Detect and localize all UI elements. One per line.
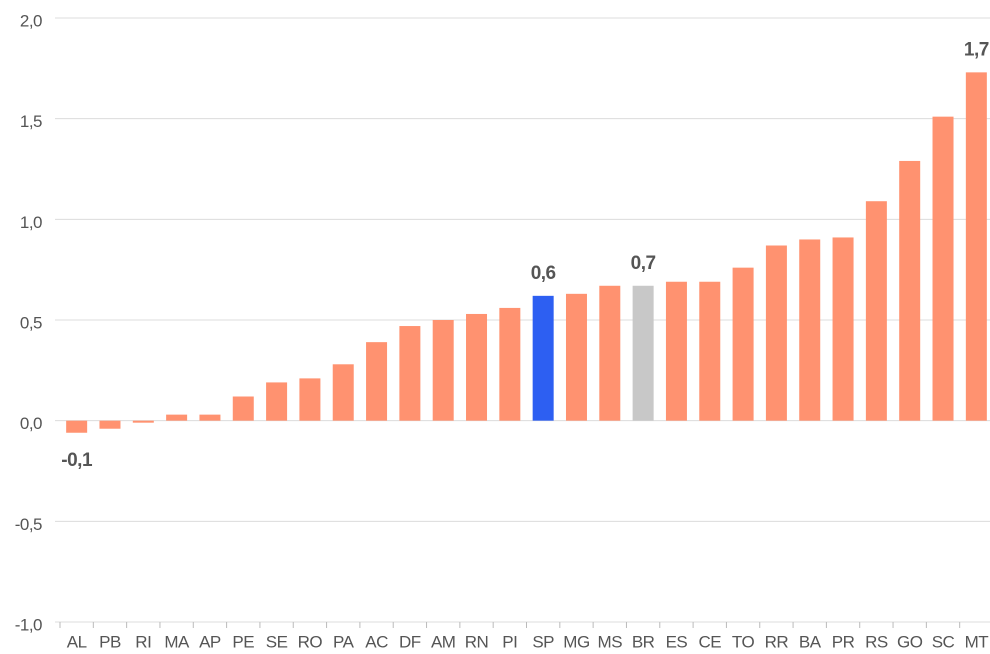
x-tick-label: BR <box>632 632 655 651</box>
x-tick-label: RO <box>298 632 323 651</box>
x-tick-label: SP <box>532 632 554 651</box>
bar <box>932 116 954 421</box>
bar <box>366 342 388 421</box>
x-tick-label: MA <box>164 632 190 651</box>
x-tick-label: RN <box>465 632 489 651</box>
value-label: 1,7 <box>964 39 989 60</box>
x-tick-label: BA <box>799 632 822 651</box>
bar <box>532 295 554 421</box>
x-tick-label: AL <box>67 632 87 651</box>
y-tick-label: 0,5 <box>20 313 42 332</box>
x-tick-label: MG <box>563 632 589 651</box>
y-tick-label: 2,0 <box>20 11 42 30</box>
x-tick-label: MS <box>598 632 623 651</box>
y-tick-label: 1,0 <box>20 213 42 232</box>
bar <box>166 414 188 421</box>
y-tick-label: 1,5 <box>20 112 42 131</box>
bar <box>332 364 354 421</box>
y-tick-label: 0,0 <box>20 414 42 433</box>
x-tick-label: AC <box>365 632 388 651</box>
x-tick-label: PI <box>502 632 517 651</box>
bar <box>432 320 454 421</box>
x-tick-label: SC <box>932 632 955 651</box>
bar <box>665 281 687 421</box>
bar <box>99 420 121 429</box>
x-tick-label: PA <box>333 632 355 651</box>
value-label: -0,1 <box>61 450 93 471</box>
x-tick-label: RI <box>135 632 151 651</box>
x-tick-label: ES <box>666 632 688 651</box>
bar <box>732 267 754 421</box>
x-tick-label: RR <box>765 632 789 651</box>
x-tick-label: AP <box>199 632 221 651</box>
bar <box>965 72 987 421</box>
bar <box>832 237 854 421</box>
x-tick-label: DF <box>399 632 421 651</box>
x-tick-label: PB <box>99 632 121 651</box>
x-tick-label: RS <box>865 632 888 651</box>
y-tick-label: -1,0 <box>15 615 42 634</box>
y-tick-label: -0,5 <box>15 515 42 534</box>
bar <box>632 285 654 421</box>
x-tick-label: PR <box>832 632 855 651</box>
bar <box>599 285 621 421</box>
bar <box>232 396 254 421</box>
bar <box>699 281 721 421</box>
value-label: 0,6 <box>531 263 556 284</box>
x-tick-label: PE <box>232 632 254 651</box>
bar <box>466 313 488 421</box>
bar <box>865 201 887 421</box>
x-tick-label: TO <box>732 632 755 651</box>
x-tick-label: AM <box>431 632 456 651</box>
bar <box>199 414 221 421</box>
x-tick-label: MT <box>965 632 989 651</box>
value-label: 0,7 <box>631 253 656 274</box>
bar <box>765 245 787 421</box>
bar <box>565 293 587 421</box>
bar <box>499 307 521 421</box>
bar <box>132 420 154 423</box>
bar <box>66 420 88 433</box>
x-tick-label: SE <box>266 632 288 651</box>
x-tick-label: GO <box>897 632 923 651</box>
bar <box>266 382 288 421</box>
bar <box>899 160 921 421</box>
bar <box>799 239 821 421</box>
bar <box>299 378 321 421</box>
x-tick-label: CE <box>698 632 721 651</box>
bar <box>399 326 421 421</box>
